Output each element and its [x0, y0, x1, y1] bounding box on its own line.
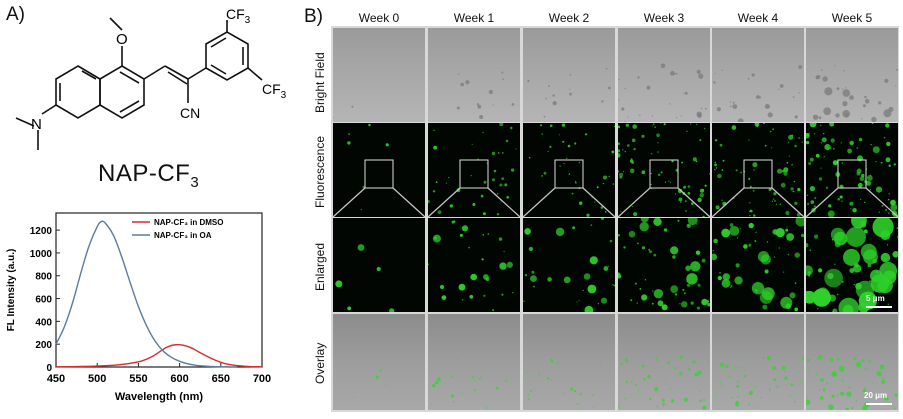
image-cell-3-4: [712, 314, 804, 410]
chemical-structure: O N CN CF3 CF3: [15, 6, 287, 150]
x-tick-label: 600: [170, 373, 188, 385]
image-cell-1-2: [523, 123, 615, 217]
x-tick-label: 500: [88, 373, 106, 385]
image-cell-0-3: [618, 28, 710, 122]
image-cell-2-0: [333, 218, 425, 312]
week-header-0: Week 0: [358, 11, 400, 25]
image-cell-3-0: [333, 314, 425, 410]
week-header-2: Week 2: [548, 11, 590, 25]
grid-background: [331, 26, 899, 412]
legend-entry-1: NAP-CF₃ in OA: [154, 231, 212, 240]
row-label-0: Bright Field: [313, 52, 327, 114]
image-cell-3-5: [806, 314, 898, 410]
image-cell-2-4: [712, 218, 804, 312]
fluorescence-spectrum-chart: 450 500 550 600 650 700 0 200 400 600 800 1000 1200 W…: [6, 212, 271, 403]
series-line-0: [55, 343, 263, 368]
structure-bonds: [15, 17, 263, 150]
image-cell-0-2: [523, 28, 615, 122]
panel-b-label: B): [304, 6, 323, 27]
image-cell-0-0: [333, 28, 425, 122]
y-tick-label: 1000: [30, 249, 53, 260]
week-header-3: Week 3: [643, 11, 685, 25]
atom-cyano: CN: [180, 105, 200, 121]
atom-nitrogen: N: [31, 116, 42, 133]
plot-frame: [55, 212, 263, 368]
y-tick-label: 0: [46, 363, 52, 374]
legend-entry-0: NAP-CF₃ in DMSO: [154, 218, 223, 227]
image-cell-0-1: [428, 28, 520, 122]
compound-name: NAP-CF3: [98, 160, 200, 191]
y-tick-label: 800: [35, 272, 52, 283]
x-tick-label: 700: [253, 373, 271, 385]
scalebar-overlay-label: 20 μm: [864, 391, 888, 400]
scalebar-overlay: [866, 403, 892, 405]
image-cell-0-4: [712, 28, 804, 122]
image-cell-3-2: [523, 314, 615, 410]
x-axis-label: Wavelength (nm): [115, 391, 204, 403]
week-header-4: Week 4: [737, 11, 779, 25]
y-tick-label: 400: [35, 317, 52, 328]
image-cell-1-4: [712, 123, 804, 217]
row-label-2: Enlarged: [313, 242, 327, 291]
y-tick-label: 1200: [30, 226, 53, 237]
atom-oxygen: O: [116, 31, 128, 48]
panel-a-label: A): [6, 4, 25, 25]
image-cell-0-5: [806, 28, 898, 122]
image-cell-1-1: [428, 123, 520, 217]
y-tick-label: 600: [35, 295, 52, 306]
x-tick-label: 450: [47, 373, 65, 385]
image-cell-1-5: [806, 123, 898, 217]
x-tick-label: 550: [129, 373, 147, 385]
scalebar-enlarged-label: 5 μm: [866, 294, 885, 303]
row-label-1: Fluorescence: [313, 136, 327, 209]
image-cell-2-2: [523, 218, 615, 312]
atom-cf3-right: CF3: [262, 81, 287, 101]
atom-cf3-top: CF3: [226, 6, 251, 26]
y-tick-label: 200: [35, 340, 52, 351]
image-cell-2-5: [806, 218, 898, 312]
image-cell-1-0: [333, 123, 425, 217]
row-label-3: Overlay: [313, 343, 327, 385]
image-cell-3-3: [618, 314, 710, 410]
image-cell-2-3: [618, 218, 710, 312]
week-header-1: Week 1: [453, 11, 495, 25]
image-cell-3-1: [428, 314, 520, 410]
x-tick-label: 650: [212, 373, 230, 385]
image-cell-1-3: [618, 123, 710, 217]
image-cell-2-1: [428, 218, 520, 312]
scalebar-enlarged: [866, 306, 892, 308]
y-axis-label: FL Intensity (a.u.): [6, 249, 17, 332]
week-header-5: Week 5: [831, 11, 873, 25]
series-line-1: [55, 220, 238, 368]
